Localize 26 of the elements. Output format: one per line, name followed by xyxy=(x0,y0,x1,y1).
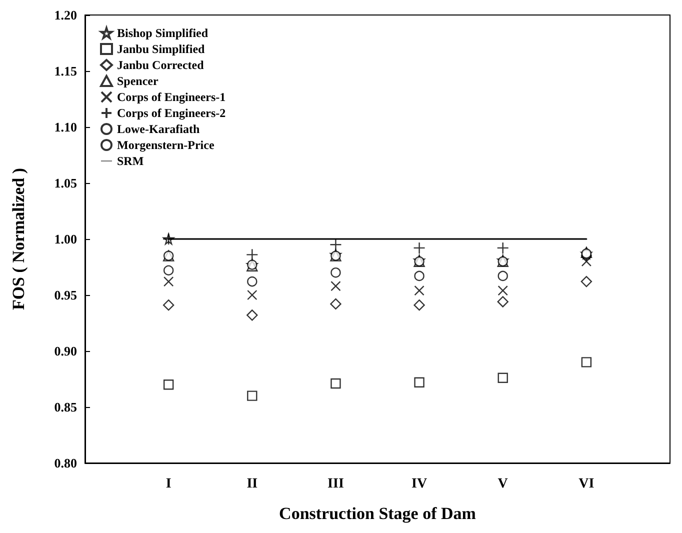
x-tick-label: III xyxy=(328,476,344,492)
y-tick-label: 0.90 xyxy=(54,344,77,358)
y-tick-label: 0.95 xyxy=(54,288,78,302)
legend-label: Corps of Engineers-1 xyxy=(117,90,226,104)
y-tick-label: 1.00 xyxy=(54,232,77,246)
y-tick-label: 1.05 xyxy=(54,176,78,190)
legend-label: Spencer xyxy=(117,74,159,88)
y-tick-label: 0.85 xyxy=(54,400,78,414)
y-tick-label: 1.15 xyxy=(54,64,78,78)
y-tick-label: 1.20 xyxy=(54,8,77,22)
x-tick-label: V xyxy=(498,476,508,492)
y-axis-title: FOS ( Normalized ) xyxy=(9,168,28,310)
legend-label: SRM xyxy=(117,154,144,168)
y-tick-label: 1.10 xyxy=(54,120,77,134)
legend-label: Janbu Corrected xyxy=(117,58,204,72)
legend-label: Lowe-Karafiath xyxy=(117,122,200,136)
legend-label: Bishop Simplified xyxy=(117,26,208,40)
x-axis-title: Construction Stage of Dam xyxy=(279,504,476,523)
x-tick-label: II xyxy=(246,476,258,492)
x-tick-label: IV xyxy=(412,476,428,492)
legend-label: Janbu Simplified xyxy=(117,42,206,56)
x-tick-label: I xyxy=(166,476,172,492)
legend-label: Morgenstern-Price xyxy=(117,138,215,152)
x-tick-label: VI xyxy=(578,476,594,492)
legend-label: Corps of Engineers-2 xyxy=(117,106,226,120)
y-tick-label: 0.80 xyxy=(54,456,77,470)
